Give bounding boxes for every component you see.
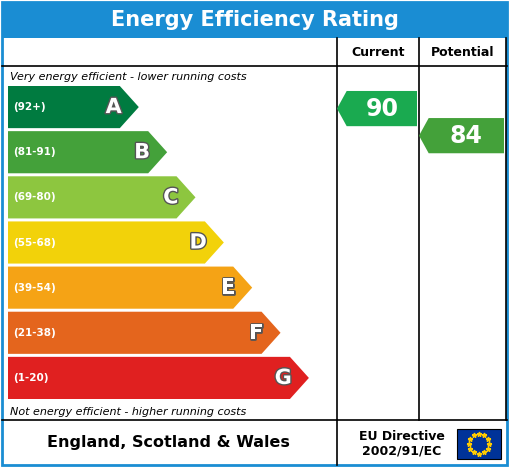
Polygon shape [8,357,309,399]
Text: (21-38): (21-38) [13,328,56,338]
Text: E: E [221,278,235,297]
Text: 84: 84 [450,124,483,148]
Text: Not energy efficient - higher running costs: Not energy efficient - higher running co… [10,407,246,417]
Text: (81-91): (81-91) [13,147,55,157]
Text: (69-80): (69-80) [13,192,55,202]
Bar [2,2,507,38]
Polygon shape [8,86,139,128]
Text: (55-68): (55-68) [13,238,56,248]
Polygon shape [337,91,417,126]
Polygon shape [8,131,167,173]
Polygon shape [8,176,195,219]
Text: 2002/91/EC: 2002/91/EC [362,444,441,457]
Text: EU Directive: EU Directive [359,430,444,443]
Text: A: A [105,97,122,117]
Text: Very energy efficient - lower running costs: Very energy efficient - lower running co… [10,72,247,82]
Text: Current: Current [351,45,405,58]
Text: (1-20): (1-20) [13,373,48,383]
Text: Energy Efficiency Rating: Energy Efficiency Rating [110,10,399,30]
Text: Potential: Potential [431,45,494,58]
Text: (92+): (92+) [13,102,46,112]
Text: (39-54): (39-54) [13,283,56,293]
Polygon shape [8,267,252,309]
Polygon shape [8,221,224,263]
Polygon shape [419,118,504,153]
Text: G: G [275,368,292,388]
Text: B: B [134,142,150,162]
Text: D: D [189,233,207,253]
Text: 90: 90 [365,97,399,120]
Bar [457,429,501,459]
Text: F: F [249,323,264,343]
Text: England, Scotland & Wales: England, Scotland & Wales [47,435,290,450]
Polygon shape [8,311,280,354]
Text: C: C [163,187,179,207]
